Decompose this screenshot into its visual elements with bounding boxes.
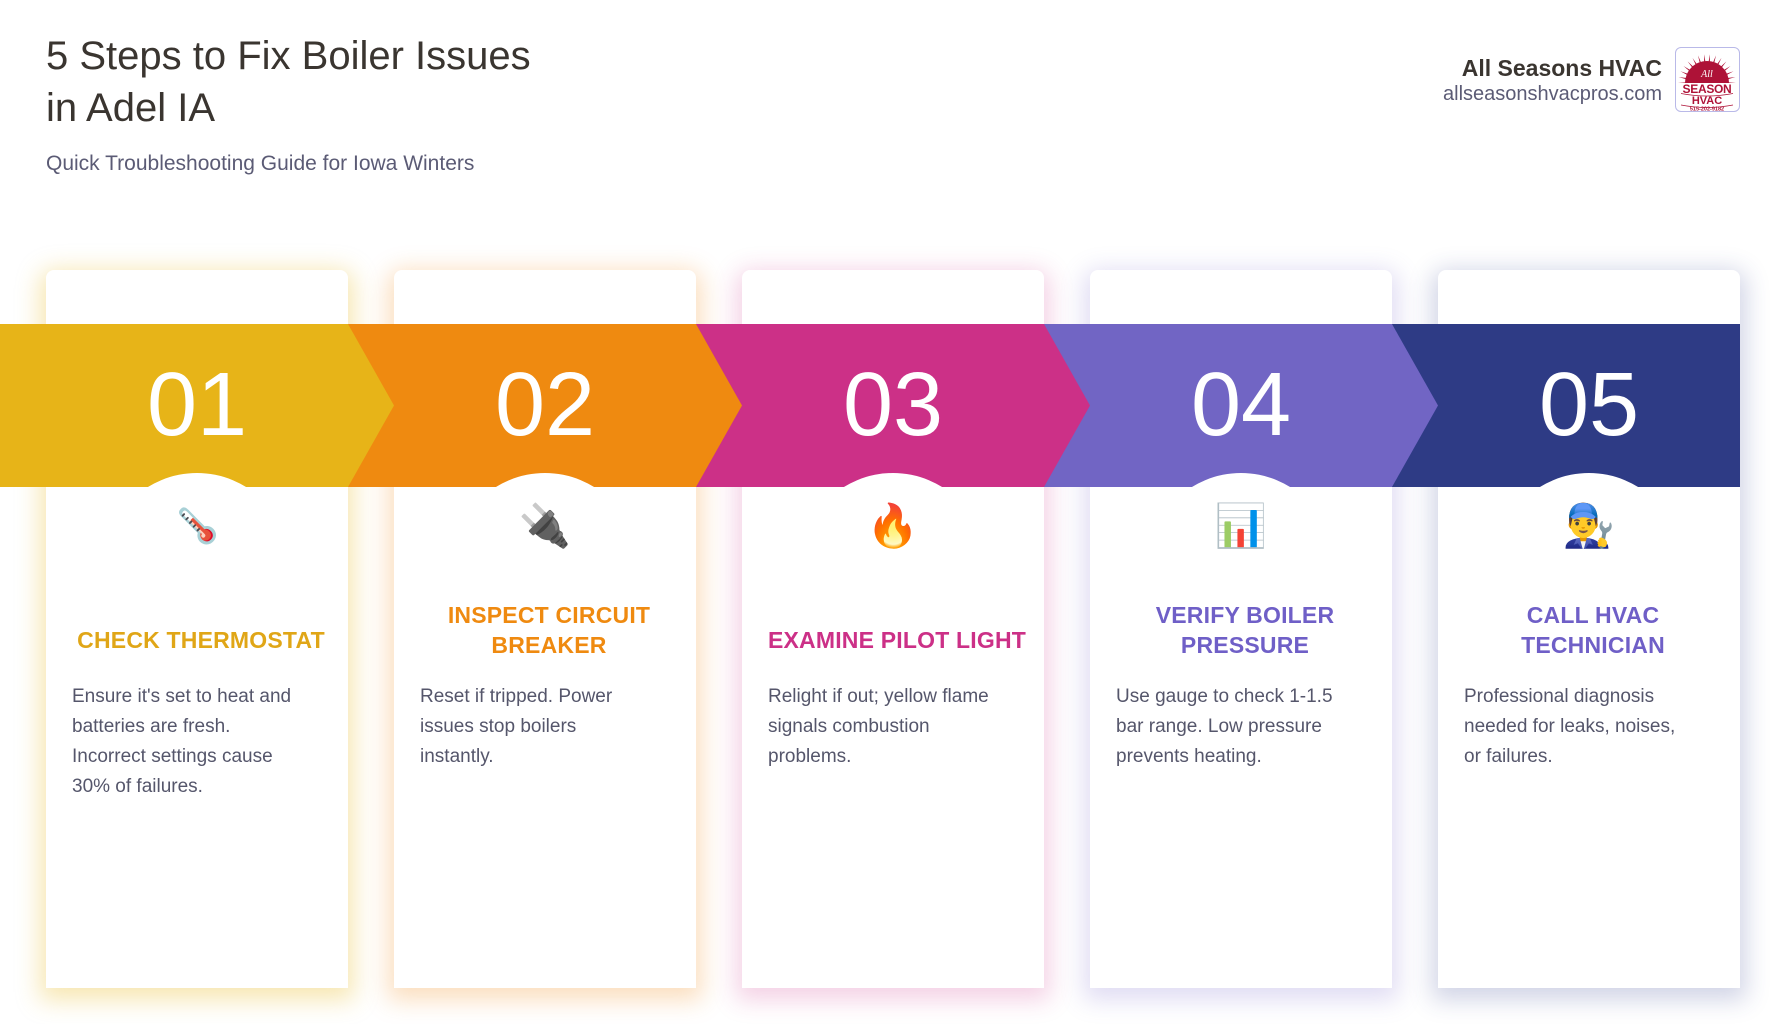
svg-text:All: All <box>1700 69 1713 80</box>
svg-text:515-202-9182: 515-202-9182 <box>1690 107 1724 112</box>
svg-text:HVAC: HVAC <box>1692 95 1722 107</box>
svg-text:SEASON: SEASON <box>1683 82 1732 96</box>
